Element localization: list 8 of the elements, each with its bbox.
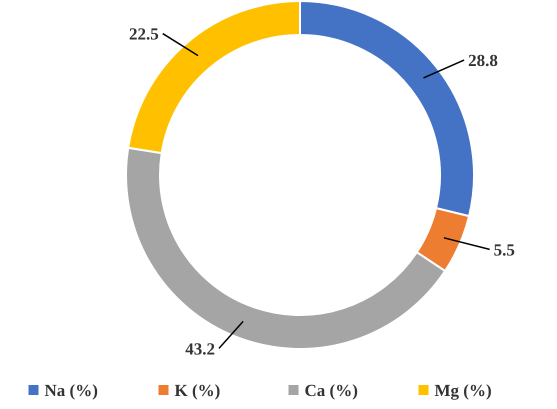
legend-label: Mg (%) (434, 380, 492, 400)
legend-label: Ca (%) (304, 380, 358, 400)
legend-label: Na (%) (44, 380, 98, 400)
data-label: 43.2 (185, 339, 215, 358)
data-label: 5.5 (494, 240, 515, 260)
data-label: 22.5 (128, 24, 159, 44)
legend-label: K (%) (174, 380, 220, 400)
data-label: 28.8 (468, 51, 498, 70)
